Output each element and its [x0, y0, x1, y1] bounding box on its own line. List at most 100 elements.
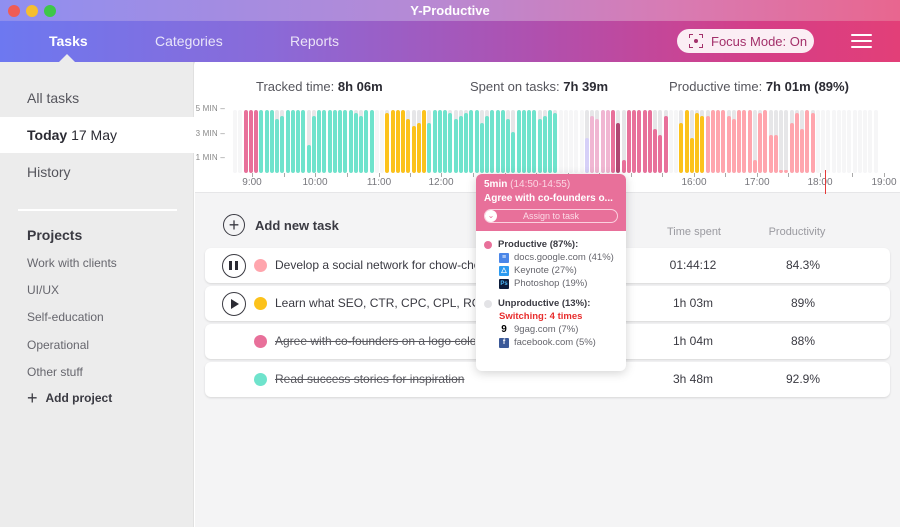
- project-operational[interactable]: Operational: [27, 338, 90, 352]
- timeline-bar[interactable]: [815, 110, 820, 173]
- timeline-bar[interactable]: [574, 110, 579, 173]
- timeline-bar[interactable]: [500, 110, 505, 173]
- timeline-bar[interactable]: [579, 110, 584, 173]
- timeline-bar[interactable]: [863, 110, 867, 173]
- timeline-bar[interactable]: [831, 110, 836, 173]
- timeline-bars[interactable]: [195, 62, 900, 193]
- timeline-bar[interactable]: [700, 110, 705, 173]
- timeline-bar[interactable]: [322, 110, 327, 173]
- timeline-bar[interactable]: [621, 110, 626, 173]
- timeline-bar[interactable]: [742, 110, 747, 173]
- timeline-bar[interactable]: [317, 110, 321, 173]
- timeline-bar[interactable]: [311, 110, 316, 173]
- timeline-bar[interactable]: [248, 110, 253, 173]
- timeline-bar[interactable]: [290, 110, 295, 173]
- timeline-bar[interactable]: [385, 110, 390, 173]
- timeline-bar[interactable]: [359, 110, 363, 173]
- timeline-bar[interactable]: [495, 110, 500, 173]
- timeline-bar[interactable]: [380, 110, 384, 173]
- timeline-bar[interactable]: [432, 110, 437, 173]
- timeline-bar[interactable]: [427, 110, 432, 173]
- timeline-bar[interactable]: [847, 110, 852, 173]
- timeline-bar[interactable]: [395, 110, 400, 173]
- timeline-bar[interactable]: [789, 110, 794, 173]
- timeline-bar[interactable]: [369, 110, 374, 173]
- timeline-bar[interactable]: [821, 110, 825, 173]
- timeline-bar[interactable]: [800, 110, 804, 173]
- timeline-bar[interactable]: [458, 110, 463, 173]
- timeline-bar[interactable]: [474, 110, 479, 173]
- timeline-bar[interactable]: [353, 110, 358, 173]
- timeline-bar[interactable]: [857, 110, 862, 173]
- timeline-bar[interactable]: [464, 110, 468, 173]
- timeline-bar[interactable]: [521, 110, 526, 173]
- timeline-bar[interactable]: [679, 110, 684, 173]
- timeline-bar[interactable]: [674, 110, 678, 173]
- timeline-bar[interactable]: [275, 110, 279, 173]
- timeline-bar[interactable]: [805, 110, 810, 173]
- timeline-bar[interactable]: [390, 110, 395, 173]
- timeline-bar[interactable]: [327, 110, 332, 173]
- timeline-bar[interactable]: [296, 110, 300, 173]
- focus-mode-button[interactable]: Focus Mode: On: [677, 29, 814, 53]
- timeline-bar[interactable]: [695, 110, 699, 173]
- timeline-bar[interactable]: [710, 110, 715, 173]
- timeline-bar[interactable]: [868, 110, 873, 173]
- timeline-bar[interactable]: [684, 110, 689, 173]
- timeline-bar[interactable]: [506, 110, 510, 173]
- timeline-bar[interactable]: [616, 110, 621, 173]
- project-work-with-clients[interactable]: Work with clients: [27, 256, 117, 270]
- timeline-bar[interactable]: [563, 110, 568, 173]
- timeline-bar[interactable]: [773, 110, 778, 173]
- minimize-window-button[interactable]: [26, 5, 38, 17]
- timeline-bar[interactable]: [301, 110, 306, 173]
- timeline-bar[interactable]: [511, 110, 516, 173]
- timeline-bar[interactable]: [826, 110, 831, 173]
- timeline-bar[interactable]: [254, 110, 258, 173]
- timeline-bar[interactable]: [721, 110, 726, 173]
- timeline-bar[interactable]: [548, 110, 552, 173]
- timeline-bar[interactable]: [611, 110, 615, 173]
- add-new-task-button[interactable]: + Add new task: [223, 214, 339, 236]
- timeline-bar[interactable]: [558, 110, 563, 173]
- timeline-bar[interactable]: [280, 110, 285, 173]
- timeline-bar[interactable]: [479, 110, 484, 173]
- timeline-bar[interactable]: [348, 110, 353, 173]
- timeline-bar[interactable]: [537, 110, 542, 173]
- timeline-bar[interactable]: [768, 110, 773, 173]
- timeline-bar[interactable]: [731, 110, 736, 173]
- sidebar-item-today[interactable]: Today 17 May: [0, 117, 194, 153]
- timeline-bar[interactable]: [238, 110, 243, 173]
- timeline-bar[interactable]: [752, 110, 757, 173]
- timeline-bar[interactable]: [605, 110, 610, 173]
- timeline-bar[interactable]: [647, 110, 652, 173]
- sidebar-item-all-tasks[interactable]: All tasks: [27, 90, 80, 106]
- timeline-bar[interactable]: [259, 110, 264, 173]
- project-self-education[interactable]: Self-education: [27, 310, 104, 324]
- timeline-bar[interactable]: [243, 110, 248, 173]
- timeline-bar[interactable]: [653, 110, 657, 173]
- timeline-bar[interactable]: [401, 110, 405, 173]
- timeline-bar[interactable]: [842, 110, 846, 173]
- timeline-bar[interactable]: [443, 110, 447, 173]
- timeline-bar[interactable]: [527, 110, 531, 173]
- timeline-bar[interactable]: [233, 110, 237, 173]
- add-project-button[interactable]: + Add project: [27, 388, 113, 408]
- timeline-bar[interactable]: [758, 110, 762, 173]
- timeline-bar[interactable]: [422, 110, 426, 173]
- assign-to-task-button[interactable]: ⌄ Assign to task: [484, 209, 618, 223]
- timeline-bar[interactable]: [747, 110, 752, 173]
- timeline-bar[interactable]: [411, 110, 416, 173]
- play-button[interactable]: [222, 292, 246, 316]
- timeline-bar[interactable]: [836, 110, 841, 173]
- project-ui-ux[interactable]: UI/UX: [27, 283, 60, 297]
- timeline-bar[interactable]: [810, 110, 815, 173]
- timeline-bar[interactable]: [285, 110, 290, 173]
- timeline-bar[interactable]: [364, 110, 369, 173]
- close-window-button[interactable]: [8, 5, 20, 17]
- timeline-bar[interactable]: [779, 110, 783, 173]
- timeline-bar[interactable]: [784, 110, 789, 173]
- timeline-bar[interactable]: [737, 110, 741, 173]
- timeline-bar[interactable]: [590, 110, 594, 173]
- timeline-bar[interactable]: [437, 110, 442, 173]
